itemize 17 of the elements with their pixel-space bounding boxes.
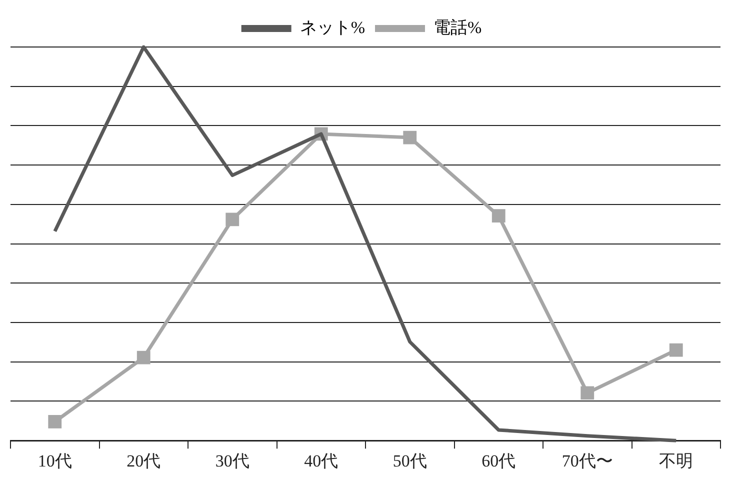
- x-tick-label: 20代: [126, 451, 161, 470]
- point: [226, 212, 240, 226]
- x-tick-label: 30代: [215, 451, 250, 470]
- x-tick-label: 不明: [659, 451, 694, 470]
- x-tick-label: 10代: [38, 451, 72, 470]
- legend-label: ネット%: [300, 18, 366, 37]
- point: [48, 415, 62, 428]
- x-tick-label: 50代: [392, 451, 427, 470]
- legend-label: 電話%: [434, 18, 482, 37]
- point: [669, 343, 683, 357]
- point: [403, 130, 417, 144]
- point: [492, 209, 506, 223]
- point: [136, 350, 150, 364]
- x-tick-label: 60代: [482, 451, 516, 470]
- point: [580, 386, 594, 400]
- x-tick-label: 40代: [304, 451, 338, 470]
- x-tick-label: 70代〜: [562, 451, 613, 470]
